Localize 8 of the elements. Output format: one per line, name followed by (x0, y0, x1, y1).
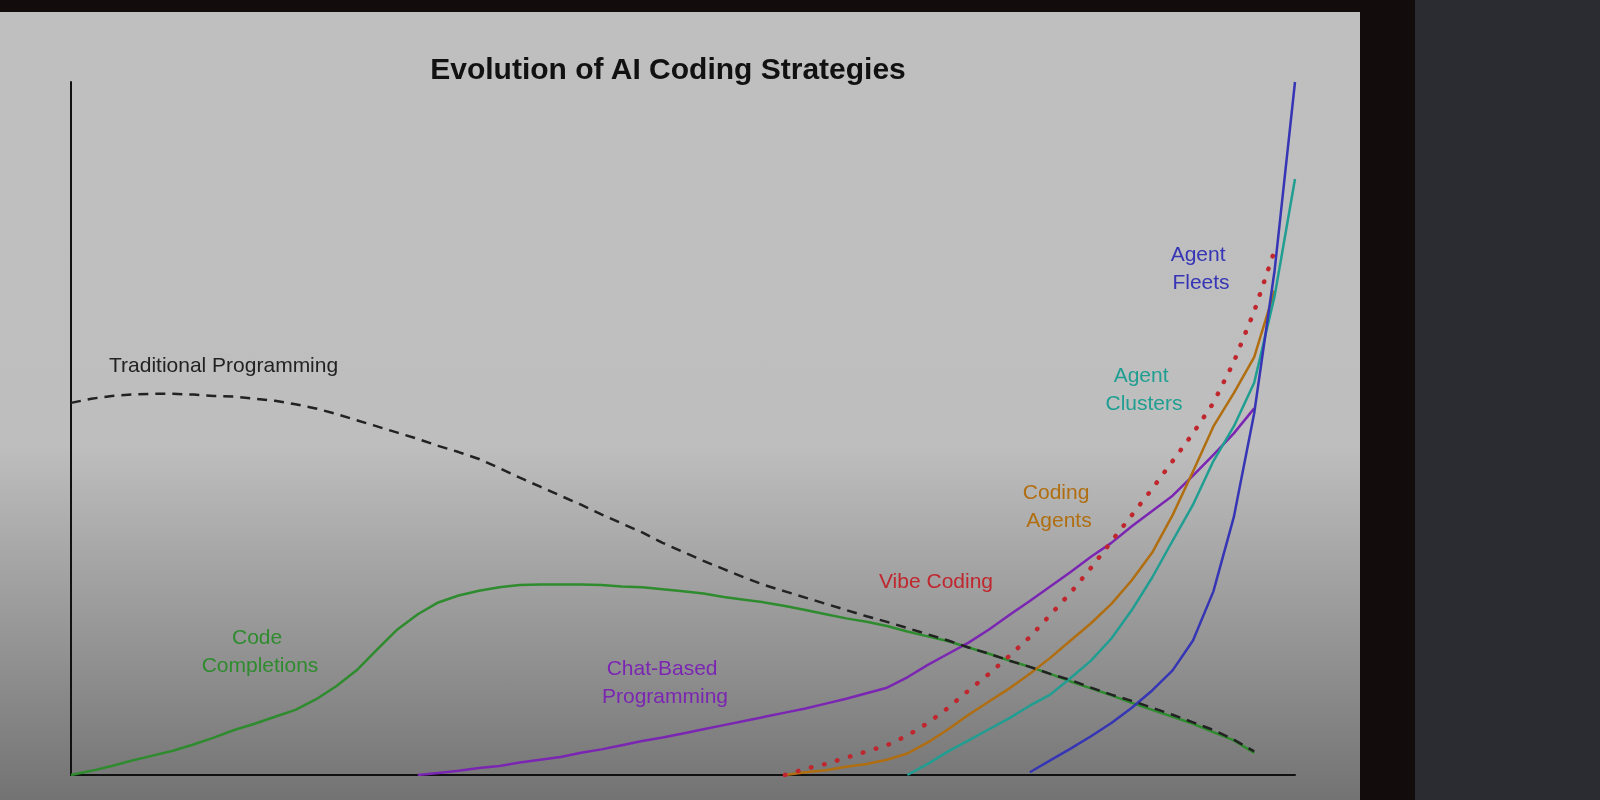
series-label: Chat-Based Programming (601, 655, 729, 707)
series-label: Agent Fleets (1170, 241, 1232, 293)
chart-title: Evolution of AI Coding Strategies (430, 51, 906, 85)
series-label: Code Completions (201, 624, 319, 676)
series-label: Traditional Programming (109, 352, 339, 376)
text: Coding Agents (1022, 479, 1096, 531)
text: Vibe Coding (878, 568, 994, 592)
text: Agent Clusters (1105, 362, 1183, 414)
